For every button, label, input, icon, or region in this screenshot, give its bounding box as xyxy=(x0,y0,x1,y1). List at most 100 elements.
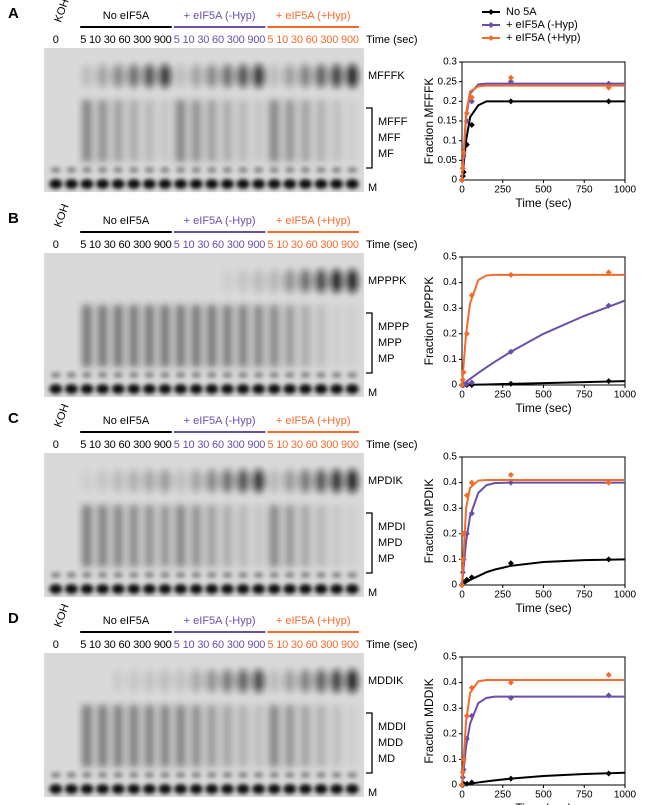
gel-band xyxy=(127,669,140,693)
gel-band xyxy=(127,584,141,594)
gel-band xyxy=(316,572,326,578)
gel-band xyxy=(189,179,203,189)
gel-band xyxy=(142,784,156,794)
gel-band xyxy=(222,572,233,578)
gel-band xyxy=(220,384,234,394)
gel-band xyxy=(330,384,344,394)
group-label: + eIF5A (-Hyp) xyxy=(184,415,256,427)
gel-smear xyxy=(175,705,186,767)
gel-smear xyxy=(97,505,108,567)
gel-smear xyxy=(347,705,358,767)
y-axis-label: Fraction MFFFK xyxy=(422,78,436,165)
group-label: + eIF5A (-Hyp) xyxy=(184,10,256,22)
gel-smear xyxy=(315,100,327,162)
gel-band xyxy=(300,167,311,173)
gel-band xyxy=(253,372,264,378)
gel-band xyxy=(221,64,234,88)
data-point xyxy=(605,556,612,563)
gel-smear xyxy=(237,505,249,567)
band-label: MFFF xyxy=(378,116,408,128)
band-label: MDDI xyxy=(378,721,406,733)
data-point xyxy=(605,84,612,91)
group-label: + eIF5A (-Hyp) xyxy=(184,615,256,627)
x-axis-label: Time (sec) xyxy=(515,196,571,210)
x-tick-label: 250 xyxy=(494,185,511,196)
time-labels: 5 10 30 60 300 900 xyxy=(174,34,266,46)
gel-band xyxy=(236,384,250,394)
gel-band xyxy=(144,372,155,378)
gel-band xyxy=(345,784,359,794)
gel-smear xyxy=(113,100,124,162)
gel-band xyxy=(284,572,295,578)
gel-band xyxy=(331,572,342,578)
gel-band xyxy=(158,179,172,189)
gel-band xyxy=(222,167,233,173)
time-labels: 5 10 30 60 300 900 xyxy=(267,639,359,651)
gel-band xyxy=(111,784,125,794)
band-label: M xyxy=(368,587,377,599)
band-label: M xyxy=(368,787,377,799)
time-unit: Time (sec) xyxy=(366,239,418,251)
x-tick-label: 1000 xyxy=(614,590,637,601)
gel-band xyxy=(175,372,186,378)
gel-band xyxy=(220,584,234,594)
fit-line xyxy=(461,558,626,586)
gel-band xyxy=(113,372,124,378)
gel-band xyxy=(236,584,250,594)
y-axis-label: Fraction MPPPK xyxy=(422,277,436,366)
band-label: MF xyxy=(378,148,394,160)
gel-smear xyxy=(144,705,155,767)
gel-smear xyxy=(144,305,155,367)
time-labels: 5 10 30 60 300 900 xyxy=(174,239,266,251)
fit-line xyxy=(461,299,626,386)
group-label: + eIF5A (+Hyp) xyxy=(276,10,351,22)
band-label: MPPP xyxy=(378,321,409,333)
gel-band xyxy=(252,469,265,493)
gel-band xyxy=(113,167,124,173)
gel-band xyxy=(314,179,328,189)
gel-band xyxy=(283,269,296,293)
gel-band xyxy=(237,469,249,493)
gel-smear xyxy=(175,100,186,162)
gel-band xyxy=(112,669,125,693)
gel-band xyxy=(50,167,61,173)
gel-band xyxy=(189,784,203,794)
gel-band xyxy=(189,384,203,394)
data-point xyxy=(468,779,475,786)
gel-band xyxy=(330,584,344,594)
fit-line xyxy=(461,695,625,786)
gel-band xyxy=(346,469,359,493)
gel-band xyxy=(160,572,170,578)
gel-smear xyxy=(191,505,202,567)
data-point xyxy=(463,380,470,387)
gel-band xyxy=(158,584,172,594)
data-point xyxy=(463,780,470,787)
band-label: MD xyxy=(378,753,395,765)
gel-band xyxy=(159,64,171,88)
gel-smear xyxy=(315,705,327,767)
gel-band xyxy=(127,469,140,493)
gel-band xyxy=(80,179,94,189)
gel-smear xyxy=(300,305,311,367)
gel-band xyxy=(206,372,217,378)
gel-band xyxy=(189,584,203,594)
gel-band xyxy=(345,179,359,189)
y-tick-label: 0.2 xyxy=(443,96,457,107)
gel-band xyxy=(111,384,125,394)
gel-band xyxy=(331,772,342,778)
gel-band xyxy=(347,772,358,778)
plot-frame xyxy=(461,656,626,786)
data-point xyxy=(463,492,470,499)
fit-line xyxy=(461,84,625,181)
gel-band xyxy=(252,584,266,594)
gel-smear xyxy=(222,100,233,162)
data-point xyxy=(468,684,475,691)
gel-smear xyxy=(113,505,124,567)
gel-smear xyxy=(269,100,280,162)
gel-band xyxy=(143,64,156,88)
y-axis-label: Fraction MDDIK xyxy=(422,678,436,763)
gel-smear xyxy=(113,305,124,367)
gel-band xyxy=(81,469,93,493)
gel-smear xyxy=(300,705,311,767)
gel-band xyxy=(82,372,92,378)
